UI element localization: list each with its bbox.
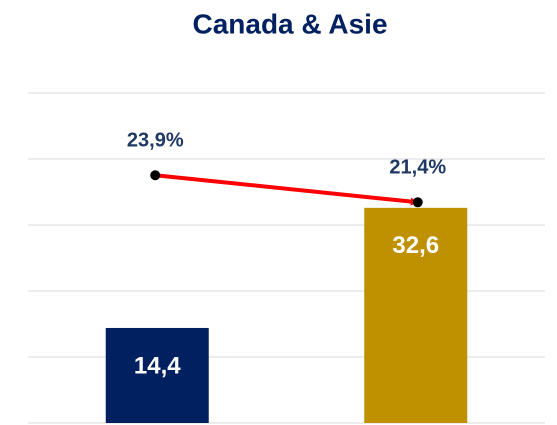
point-value-label: 21,4% bbox=[389, 157, 446, 179]
point-marker bbox=[412, 197, 423, 208]
trend-arrow bbox=[155, 173, 419, 206]
point-marker bbox=[150, 170, 161, 181]
bar bbox=[364, 207, 468, 423]
chart-title: Canada & Asie bbox=[192, 8, 387, 39]
bar-value-label: 14,4 bbox=[134, 352, 181, 379]
bar-value-label: 32,6 bbox=[392, 232, 439, 259]
point-value-label: 23,9% bbox=[127, 130, 184, 152]
bar bbox=[105, 327, 209, 423]
